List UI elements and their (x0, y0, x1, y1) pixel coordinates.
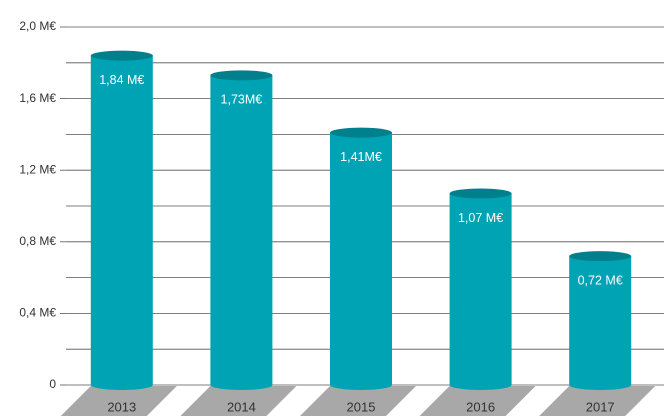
bar (569, 256, 632, 390)
y-tick-label: 1,6 M€ (19, 91, 56, 105)
y-tick-label: 2,0 M€ (19, 19, 56, 33)
x-tick-label: 2015 (347, 399, 376, 414)
x-tick-label: 2017 (586, 399, 615, 414)
bar (210, 75, 273, 390)
x-tick-label: 2013 (107, 399, 136, 414)
bar-shadow (539, 386, 656, 416)
value-label: 1,73M€ (221, 93, 263, 107)
bar (449, 193, 512, 390)
bar-shadow (60, 386, 177, 416)
y-tick-label: 1,2 M€ (19, 162, 56, 176)
y-tick-label: 0 (49, 377, 56, 391)
bar-top (90, 50, 153, 61)
bar-shadow (180, 386, 297, 416)
value-label: 1,41M€ (340, 150, 382, 164)
y-tick-label: 0,4 M€ (19, 306, 56, 320)
bar-shadow (419, 386, 536, 416)
bar-top (210, 70, 273, 81)
bar-top (449, 188, 512, 199)
bar-top (330, 127, 392, 138)
bar-top (569, 251, 632, 262)
bar (90, 55, 153, 390)
bar-shadow (300, 386, 416, 416)
value-label: 1,07 M€ (458, 211, 503, 225)
y-tick-label: 0,8 M€ (19, 234, 56, 248)
value-label: 0,72 M€ (578, 273, 623, 287)
x-tick-label: 2016 (466, 399, 495, 414)
x-tick-label: 2014 (227, 399, 256, 414)
bar (330, 132, 392, 391)
value-label: 1,84 M€ (99, 73, 144, 87)
